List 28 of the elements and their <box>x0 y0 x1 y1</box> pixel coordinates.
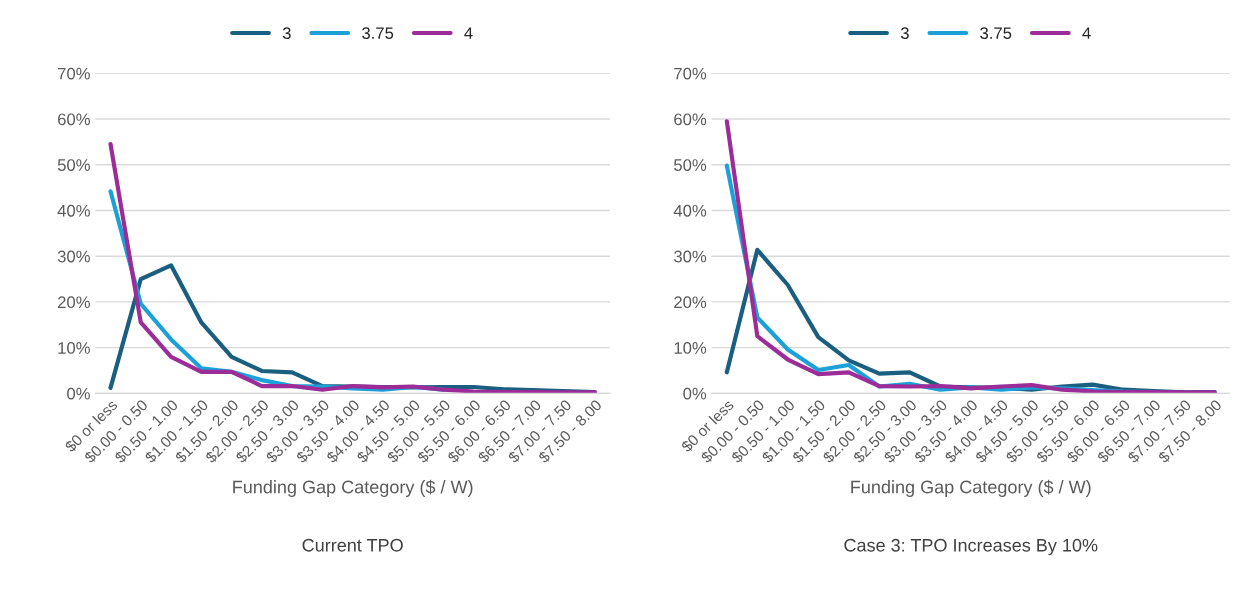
y-tick-label: 30% <box>674 250 707 263</box>
legend-label: 4 <box>464 27 473 39</box>
line-series <box>108 142 597 394</box>
x-axis-title: Funding Gap Category ($ / W) <box>851 479 1091 497</box>
y-tick-label: 0% <box>67 387 90 400</box>
text: Current TPO <box>302 538 403 552</box>
legend-label: 4 <box>1082 27 1091 39</box>
y-tick-label: 20% <box>674 296 707 309</box>
y-tick-label: 50% <box>674 159 707 171</box>
y-tick-label: 70% <box>58 67 90 80</box>
y-tick-label: 60% <box>58 113 90 126</box>
text: Case 3: TPO Increases By 10% <box>844 538 1098 556</box>
y-tick-label: 60% <box>674 113 707 126</box>
y-tick-label: 0% <box>683 387 707 400</box>
line-series <box>724 119 1217 394</box>
x-axis-title: Funding Gap Category ($ / W) <box>233 479 473 497</box>
y-tick-label: 70% <box>674 67 707 80</box>
legend-label: 3.75 <box>362 27 394 40</box>
y-tick-label: 40% <box>673 204 707 217</box>
legend-label: 3 <box>282 27 291 40</box>
y-tick-label: 10% <box>58 342 90 354</box>
y-tick-label: 40% <box>57 204 90 217</box>
y-tick-label: 30% <box>57 250 90 263</box>
y-tick-label: 50% <box>57 159 90 171</box>
y-tick-label: 20% <box>58 296 90 309</box>
legend-label: 3.75 <box>980 27 1012 40</box>
legend-label: 3 <box>900 27 909 40</box>
y-tick-label: 10% <box>674 342 707 354</box>
